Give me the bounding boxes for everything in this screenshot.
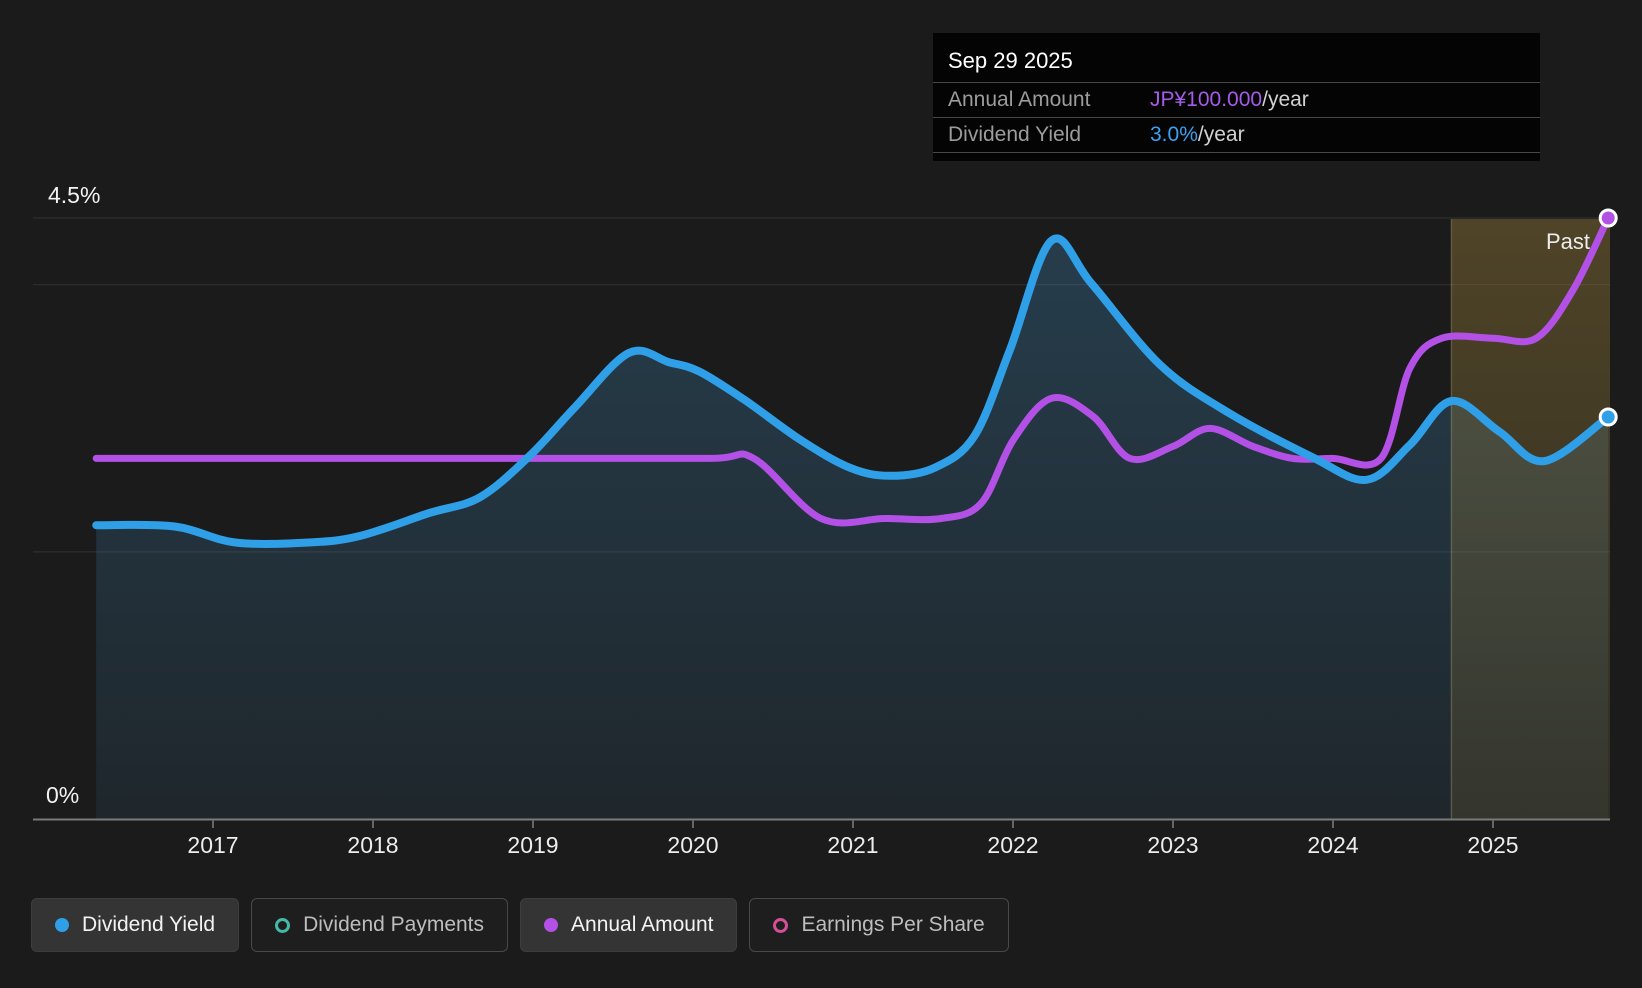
tooltip-date: Sep 29 2025 (948, 48, 1073, 73)
dividend-yield-area-fill (96, 238, 1609, 819)
legend-label: Annual Amount (571, 913, 714, 936)
tooltip-label: Dividend Yield (948, 123, 1082, 146)
chart-canvas[interactable] (0, 0, 1642, 870)
dot-marker-icon (544, 918, 559, 932)
legend-dividend-yield-button[interactable]: Dividend Yield (31, 898, 240, 952)
tooltip-value-number: JP¥100.000 (1150, 88, 1263, 111)
tooltip-divider (933, 117, 1540, 118)
annual-amount-line (92, 214, 1612, 527)
annual-amount-end-marker-icon (1598, 208, 1618, 228)
legend-dividend-payments-button[interactable]: Dividend Payments (251, 898, 509, 952)
x-axis-label-2023: 2023 (1147, 832, 1199, 858)
x-axis-label-2020: 2020 (667, 832, 719, 858)
x-axis-label-2019: 2019 (507, 832, 559, 858)
tooltip-padding (933, 153, 1540, 161)
tooltip-value-suffix: /year (1197, 123, 1245, 146)
x-axis-label-2021: 2021 (827, 832, 879, 858)
dot-marker-icon (55, 918, 69, 932)
y-axis-label-min: 0% (46, 782, 80, 808)
tooltip-value: 3.0%/year (1150, 123, 1245, 147)
tooltip-value: JP¥100.000/year (1150, 88, 1309, 112)
tooltip-label: Annual Amount (948, 88, 1091, 111)
dividend-yield-line (92, 234, 1613, 548)
ring-marker-icon (773, 917, 789, 933)
legend-annual-amount-button[interactable]: Annual Amount (520, 898, 738, 952)
tooltip-divider (933, 152, 1540, 153)
legend-earnings-per-share-button[interactable]: Earnings Per Share (749, 898, 1009, 952)
y-axis-label-max: 4.5% (48, 182, 101, 208)
tooltip-value-number: 3.0% (1150, 123, 1198, 146)
legend-label: Earnings Per Share (801, 913, 985, 936)
tooltip-value-suffix: /year (1262, 88, 1309, 111)
dividend-yield-end-marker-icon (1598, 407, 1618, 427)
legend-label: Dividend Payments (303, 913, 485, 936)
x-axis-label-2024: 2024 (1307, 832, 1359, 858)
past-period-overlay (1451, 219, 1610, 819)
tooltip-divider (933, 82, 1540, 83)
x-axis-label-2018: 2018 (347, 832, 399, 858)
chart-tooltip: Sep 29 2025 Annual Amount JP¥100.000/yea… (933, 33, 1540, 161)
x-axis-label-2022: 2022 (987, 832, 1039, 858)
legend: Dividend Yield Dividend Payments Annual Am… (31, 898, 1009, 952)
tooltip-row-annual-amount: Annual Amount JP¥100.000/year (933, 83, 1540, 117)
x-axis-label-2017: 2017 (187, 832, 239, 858)
tooltip-row-dividend-yield: Dividend Yield 3.0%/year (933, 118, 1540, 152)
past-label: Past (1546, 229, 1591, 254)
ring-marker-icon (275, 917, 291, 933)
x-axis-label-2025: 2025 (1467, 832, 1519, 858)
legend-label: Dividend Yield (82, 913, 216, 936)
